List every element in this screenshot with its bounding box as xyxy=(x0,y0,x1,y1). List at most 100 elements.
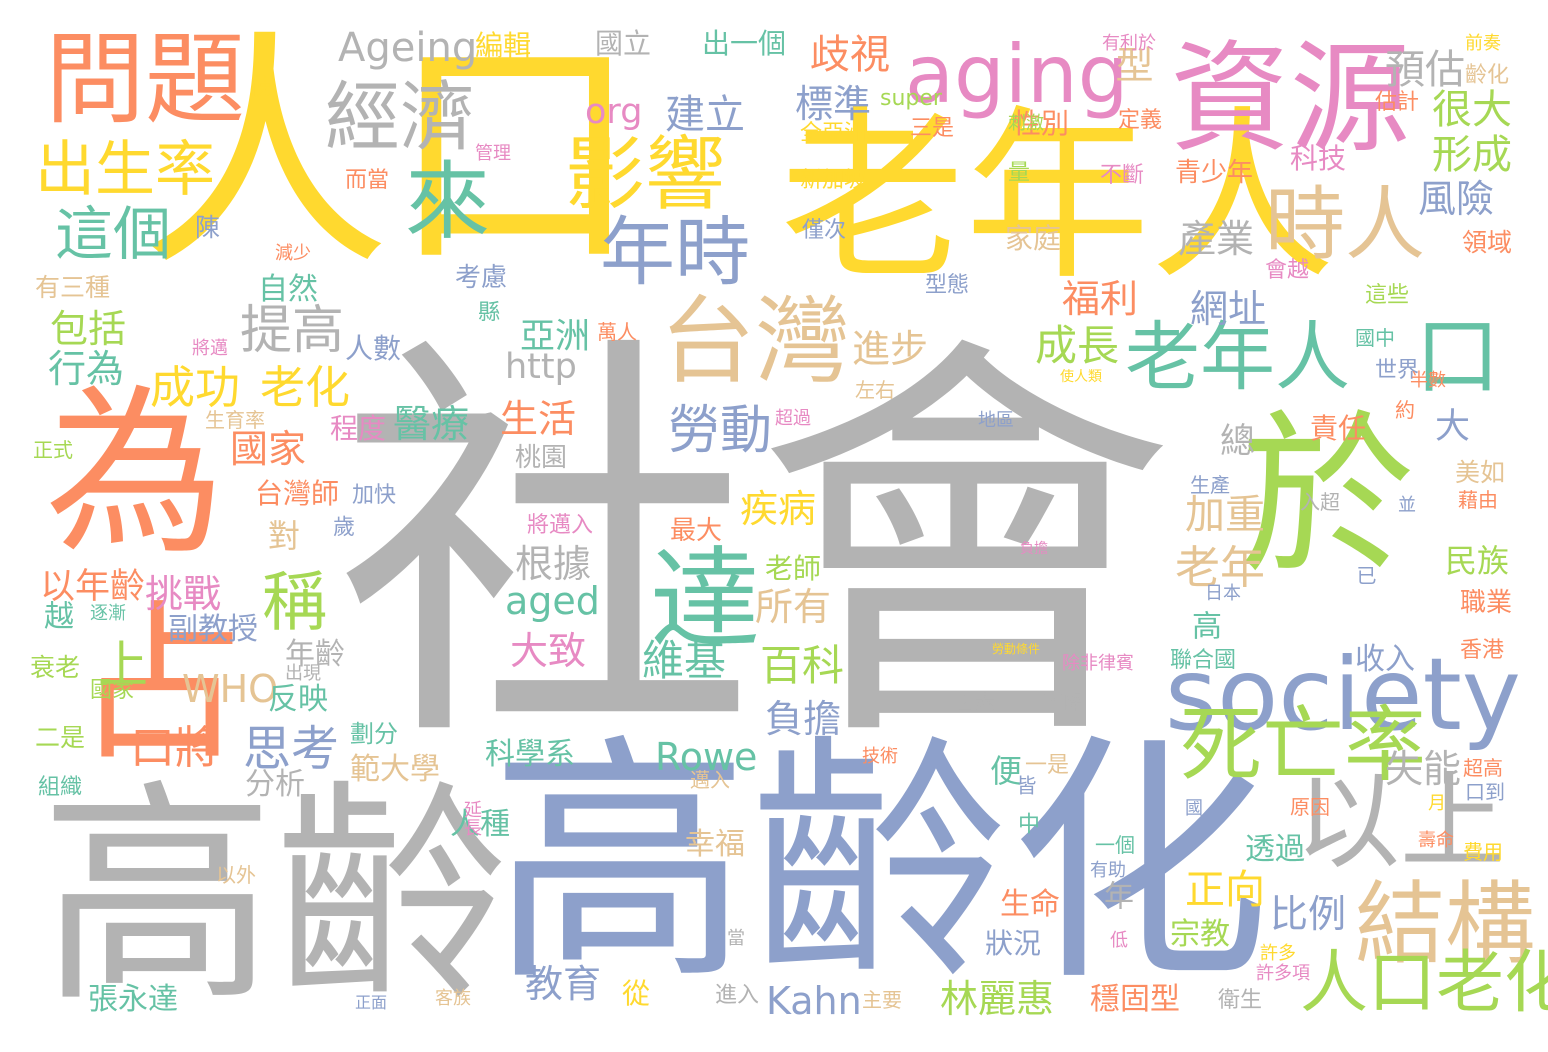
word-176: 負擔 xyxy=(1020,541,1048,557)
word-54: 福利 xyxy=(1062,277,1139,321)
word-171: 出現 xyxy=(285,663,321,684)
word-114: 副教授 xyxy=(168,612,258,647)
word-132: 僅次 xyxy=(802,218,847,243)
word-77: 生活 xyxy=(500,397,577,441)
word-7: 於 xyxy=(1240,396,1415,599)
word-149: 生育率 xyxy=(205,408,265,432)
word-78: 醫療 xyxy=(393,402,470,446)
word-200: 客族 xyxy=(435,988,471,1009)
word-69: 型 xyxy=(1109,45,1153,83)
word-175: 除非律賓 xyxy=(1062,653,1134,674)
word-62: 歧視 xyxy=(810,32,890,78)
word-22: 時人 xyxy=(1265,178,1425,271)
word-46: 負擔 xyxy=(765,697,842,741)
word-6: 占 xyxy=(75,586,246,784)
word-189: 費用 xyxy=(1463,840,1503,864)
word-65: 建立 xyxy=(665,92,745,138)
word-50: 失能 xyxy=(1385,747,1462,791)
word-31: 稱 xyxy=(262,565,328,640)
word-27: 提高 xyxy=(240,301,345,361)
word-56: 產業 xyxy=(1178,217,1255,261)
word-129: 三是 xyxy=(910,116,955,141)
word-18: 影響 xyxy=(565,128,725,221)
word-100: 穩固型 xyxy=(1090,982,1180,1017)
word-161: 入超 xyxy=(1300,490,1340,514)
word-45: 疾病 xyxy=(740,487,817,531)
word-201: 主要 xyxy=(862,988,902,1012)
word-180: 技術 xyxy=(862,746,898,767)
word-199: 正面 xyxy=(355,993,388,1012)
word-140: 有利於 xyxy=(1102,33,1156,54)
word-118: 考慮 xyxy=(455,263,508,293)
word-80: 包括 xyxy=(50,307,127,351)
word-196: 當 xyxy=(724,928,745,946)
word-57: 風險 xyxy=(1418,177,1495,221)
word-108: 責任 xyxy=(1310,412,1367,445)
word-147: 國中 xyxy=(1355,326,1395,350)
word-90: 總 xyxy=(1220,422,1256,462)
word-121: 加快 xyxy=(352,483,397,508)
word-183: 國 xyxy=(1185,798,1203,819)
word-17: 台灣 xyxy=(660,287,851,397)
word-71: 定義 xyxy=(1118,108,1163,133)
word-169: 衰老 xyxy=(30,653,81,682)
word-144: 這些 xyxy=(1365,283,1410,308)
word-157: 使人類 xyxy=(1060,369,1102,385)
word-165: 日本 xyxy=(1205,583,1241,604)
word-82: 挑戰 xyxy=(145,572,222,616)
word-19: 年時 xyxy=(600,208,751,296)
word-47: 教育 xyxy=(525,962,602,1006)
word-30: 勞動 xyxy=(668,401,773,461)
word-103: 進入 xyxy=(715,983,760,1008)
word-35-who: WHO xyxy=(182,667,279,711)
word-97: 宗教 xyxy=(1170,917,1230,952)
word-194: 以外 xyxy=(216,863,256,887)
word-172: 劃分 xyxy=(350,720,398,748)
word-104: 幸福 xyxy=(685,827,745,862)
word-76: 進步 xyxy=(852,327,929,371)
word-49: 正向 xyxy=(1185,867,1265,913)
word-83: 以年齡 xyxy=(40,567,146,607)
word-131: 不斷 xyxy=(1100,163,1145,188)
word-70: 性別 xyxy=(1013,107,1070,140)
word-2: 高齡 xyxy=(40,761,510,1034)
word-23: 老年人 xyxy=(1125,313,1351,401)
word-89: 便 xyxy=(990,752,1023,790)
word-159: 量 xyxy=(1004,160,1029,182)
word-96: 職業 xyxy=(1460,588,1513,618)
word-75-http: http xyxy=(505,347,577,387)
word-66: 國立 xyxy=(595,27,652,60)
word-44: 所有 xyxy=(755,585,832,629)
word-21: 經濟 xyxy=(325,73,476,161)
word-8: 資源 xyxy=(1170,30,1410,169)
word-126: 美如 xyxy=(1455,458,1506,487)
word-133: 型態 xyxy=(925,273,970,298)
word-128: 全亞洲 xyxy=(800,121,867,146)
word-12: 以上 xyxy=(1295,761,1506,883)
word-106: 科學系 xyxy=(485,737,575,772)
word-40: 百科 xyxy=(760,641,845,690)
word-130: 新加坡 xyxy=(800,168,867,193)
word-41: 根據 xyxy=(515,542,592,586)
word-9: 問題 xyxy=(45,21,245,138)
word-185: 超高 xyxy=(1463,756,1503,780)
word-73: 青少年 xyxy=(1175,158,1254,188)
word-136: 而當 xyxy=(345,168,390,193)
word-64-org: org xyxy=(585,92,643,132)
word-125: 一是 xyxy=(1025,753,1070,778)
word-117: 最大 xyxy=(670,516,723,546)
word-95: 香港 xyxy=(1460,638,1505,663)
word-39: 維基 xyxy=(642,636,727,685)
word-4: 老年人 xyxy=(780,89,1335,305)
word-79: 國家 xyxy=(230,427,307,471)
word-32: 上 xyxy=(98,636,148,694)
word-179: 下降 xyxy=(1043,690,1083,714)
word-63: 標準 xyxy=(795,82,872,126)
word-187: 月 xyxy=(1428,793,1446,814)
word-26: 這個 xyxy=(55,200,172,268)
word-115: 家庭 xyxy=(1005,222,1062,255)
word-164: 已 xyxy=(1353,565,1377,585)
word-142: 齡化 xyxy=(1465,63,1510,88)
word-119: 陳 xyxy=(195,213,221,242)
word-197: 低 xyxy=(1107,930,1128,948)
